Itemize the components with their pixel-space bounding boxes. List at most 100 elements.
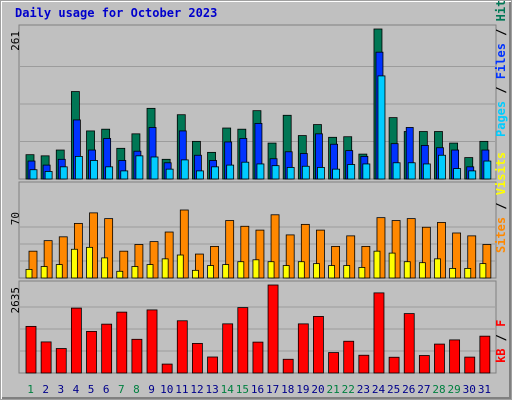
bar-pages [408,163,415,179]
bar-kbytes [283,359,293,373]
bar-visits [374,251,380,278]
bar-kbytes [480,336,490,373]
bar-visits [87,247,93,278]
bar-pages [151,157,158,179]
bar-visits [404,262,410,278]
x-tick-label: 4 [73,383,80,396]
bar-visits [147,265,153,278]
bar-kbytes [26,326,36,373]
bar-visits [344,266,350,278]
bar-visits [329,266,335,278]
x-tick-label: 17 [266,383,279,396]
x-tick-label: 2 [42,383,49,396]
bar-pages [121,171,128,179]
bar-pages [348,165,355,179]
bar-pages [333,169,340,179]
x-tick-label: 10 [160,383,173,396]
x-tick-label: 8 [133,383,140,396]
x-tick-label: 20 [311,383,324,396]
bar-kbytes [71,308,81,373]
x-tick-label: 23 [357,383,370,396]
x-tick-label: 1 [27,383,34,396]
bar-kbytes [359,355,369,373]
bar-kbytes [374,293,384,373]
bar-kbytes [192,343,202,373]
x-tick-label: 13 [205,383,218,396]
bar-kbytes [117,312,127,373]
bar-kbytes [162,364,172,373]
bar-pages [212,167,219,179]
legend-visits: Visits [494,152,508,195]
bar-pages [423,164,430,179]
bar-kbytes [268,285,278,373]
bar-pages [287,167,294,179]
right-label-hits: Pages / Files / Hits [494,1,508,137]
bar-pages [30,170,37,179]
bar-pages [136,156,143,179]
x-tick-label: 24 [372,383,386,396]
bar-visits [162,259,168,278]
bar-visits [313,264,319,278]
bar-visits [298,262,304,278]
x-tick-label: 7 [118,383,125,396]
bar-kbytes [41,342,51,373]
bar-kbytes [223,324,233,373]
bar-kbytes [208,357,218,373]
bar-kbytes [177,321,187,373]
x-tick-label: 5 [88,383,95,396]
bar-kbytes [298,324,308,373]
bar-pages [469,171,476,179]
bar-pages [91,160,98,179]
bar-kbytes [344,341,354,373]
bar-pages [393,163,400,179]
bar-pages [166,169,173,179]
bar-kbytes [329,353,339,373]
bar-kbytes [238,308,248,373]
bar-visits [192,270,198,278]
bar-pages [257,164,264,179]
bar-visits [268,262,274,278]
x-tick-label: 14 [221,383,235,396]
bar-pages [227,165,234,179]
bar-visits [283,266,289,278]
bar-pages [484,161,491,179]
bar-pages [196,171,203,179]
bar-pages [378,76,385,179]
bar-kbytes [389,357,399,373]
legend-kb: kB [494,349,508,363]
bar-pages [317,167,324,179]
bar-pages [438,155,445,179]
x-tick-label: 29 [448,383,461,396]
bar-visits [132,267,138,278]
right-label-visits: Sites / Visits [494,152,508,253]
bar-pages [60,167,67,179]
x-tick-label: 9 [148,383,155,396]
x-tick-label: 19 [296,383,309,396]
bar-visits [450,268,456,278]
bar-visits [177,255,183,278]
bar-kbytes [313,316,323,373]
x-tick-label: 16 [251,383,264,396]
x-tick-label: 21 [327,383,340,396]
bar-pages [106,167,113,179]
bar-pages [75,156,82,179]
bar-kbytes [102,324,112,373]
bar-pages [272,166,279,179]
legend-f: F [494,320,508,327]
legend-hits: Hits [494,1,508,21]
bar-kbytes [419,356,429,374]
bar-visits [253,260,259,278]
bar-visits [480,264,486,278]
bar-kbytes [132,339,142,373]
y-max-label-kbytes: 2635 [9,287,22,314]
bar-kbytes [404,314,414,373]
bar-pages [45,171,52,179]
x-tick-label: 12 [190,383,203,396]
bar-kbytes [450,340,460,373]
right-label-kbytes: kB / F [494,320,508,363]
bar-visits [117,271,123,278]
x-tick-label: 30 [463,383,476,396]
bar-visits [208,266,214,278]
bar-kbytes [434,344,444,373]
bar-pages [363,164,370,179]
